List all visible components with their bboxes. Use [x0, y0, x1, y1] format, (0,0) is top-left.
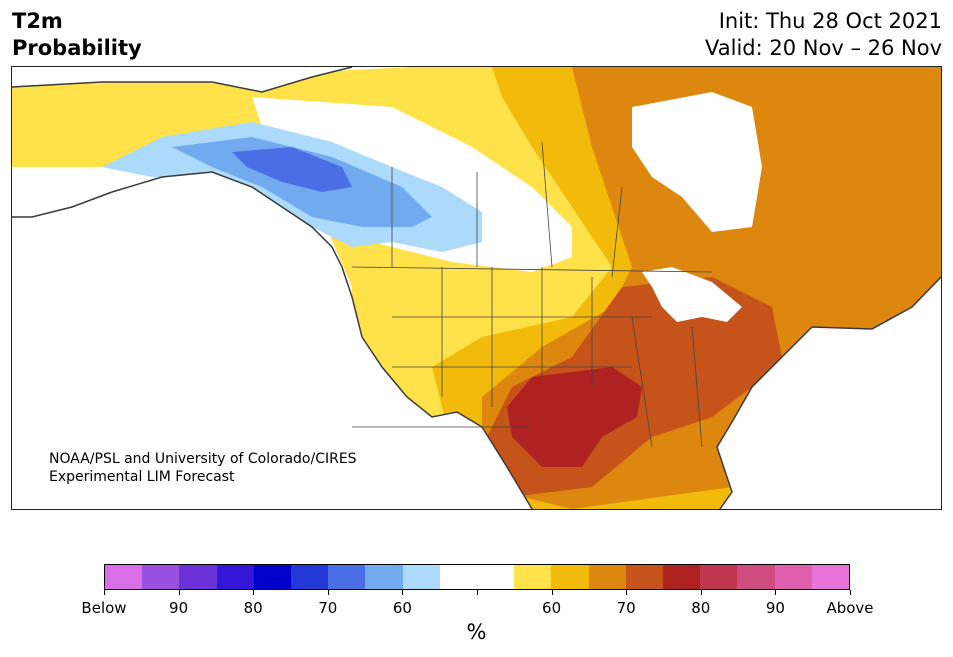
colorbar-tick [626, 590, 628, 595]
colorbar-label: 80 [243, 599, 263, 617]
colorbar-segment [105, 565, 143, 589]
colorbar-tick [104, 590, 105, 595]
colorbar-segment [328, 565, 366, 589]
colorbar-label: 80 [691, 599, 711, 617]
colorbar-segment [477, 565, 515, 589]
colorbar-segment [774, 565, 812, 589]
colorbar-segment [588, 565, 626, 589]
colorbar-ticks [104, 590, 851, 596]
colorbar-tick [402, 590, 404, 595]
coastline [12, 67, 941, 509]
colorbar-label: Below [81, 599, 127, 617]
colorbar-label: 70 [616, 599, 636, 617]
colorbar-tick [327, 590, 329, 595]
title-variable: T2m [12, 9, 63, 33]
probability-map [11, 66, 942, 510]
title-metric: Probability [12, 36, 142, 60]
colorbar-segment [291, 565, 329, 589]
colorbar-segment [663, 565, 701, 589]
shade-red [507, 367, 642, 467]
colorbar-tick [253, 590, 255, 595]
colorbar-segment [737, 565, 775, 589]
colorbar-tick [551, 590, 553, 595]
great-lakes [642, 267, 742, 322]
colorbar-tick [700, 590, 702, 595]
credit-text: NOAA/PSL and University of Colorado/CIRE… [49, 450, 357, 486]
colorbar-segment [179, 565, 217, 589]
colorbar-label: 90 [169, 599, 189, 617]
colorbar [104, 564, 850, 590]
colorbar-segment [439, 565, 478, 589]
colorbar-unit: % [466, 620, 487, 644]
hudson-bay [632, 92, 762, 232]
colorbar-segment [216, 565, 254, 589]
credit-line-2: Experimental LIM Forecast [49, 469, 235, 485]
colorbar-segment [142, 565, 180, 589]
colorbar-label: Above [826, 599, 874, 617]
colorbar-tick [178, 590, 180, 595]
colorbar-segment [514, 565, 552, 589]
colorbar-segment [365, 565, 403, 589]
credit-line-1: NOAA/PSL and University of Colorado/CIRE… [49, 451, 357, 467]
colorbar-segment [625, 565, 664, 589]
date-info: Init: Thu 28 Oct 2021 Valid: 20 Nov – 26… [705, 8, 942, 62]
political-borders [351, 141, 713, 448]
colorbar-segment [551, 565, 589, 589]
colorbar-segment [700, 565, 738, 589]
colorbar-label: 60 [542, 599, 562, 617]
colorbar-label: 60 [392, 599, 412, 617]
colorbar-tick [775, 590, 777, 595]
shade-deep-blue [232, 147, 352, 192]
colorbar-tick [477, 590, 478, 595]
chart-title: T2m Probability [12, 8, 142, 62]
valid-range: Valid: 20 Nov – 26 Nov [705, 36, 942, 60]
init-date: Init: Thu 28 Oct 2021 [718, 9, 942, 33]
colorbar-segment [402, 565, 440, 589]
colorbar-label: 90 [765, 599, 785, 617]
colorbar-segment [811, 565, 850, 589]
map-canvas [12, 67, 941, 509]
colorbar-segment [253, 565, 292, 589]
colorbar-tick [850, 590, 851, 595]
colorbar-label: 70 [318, 599, 338, 617]
